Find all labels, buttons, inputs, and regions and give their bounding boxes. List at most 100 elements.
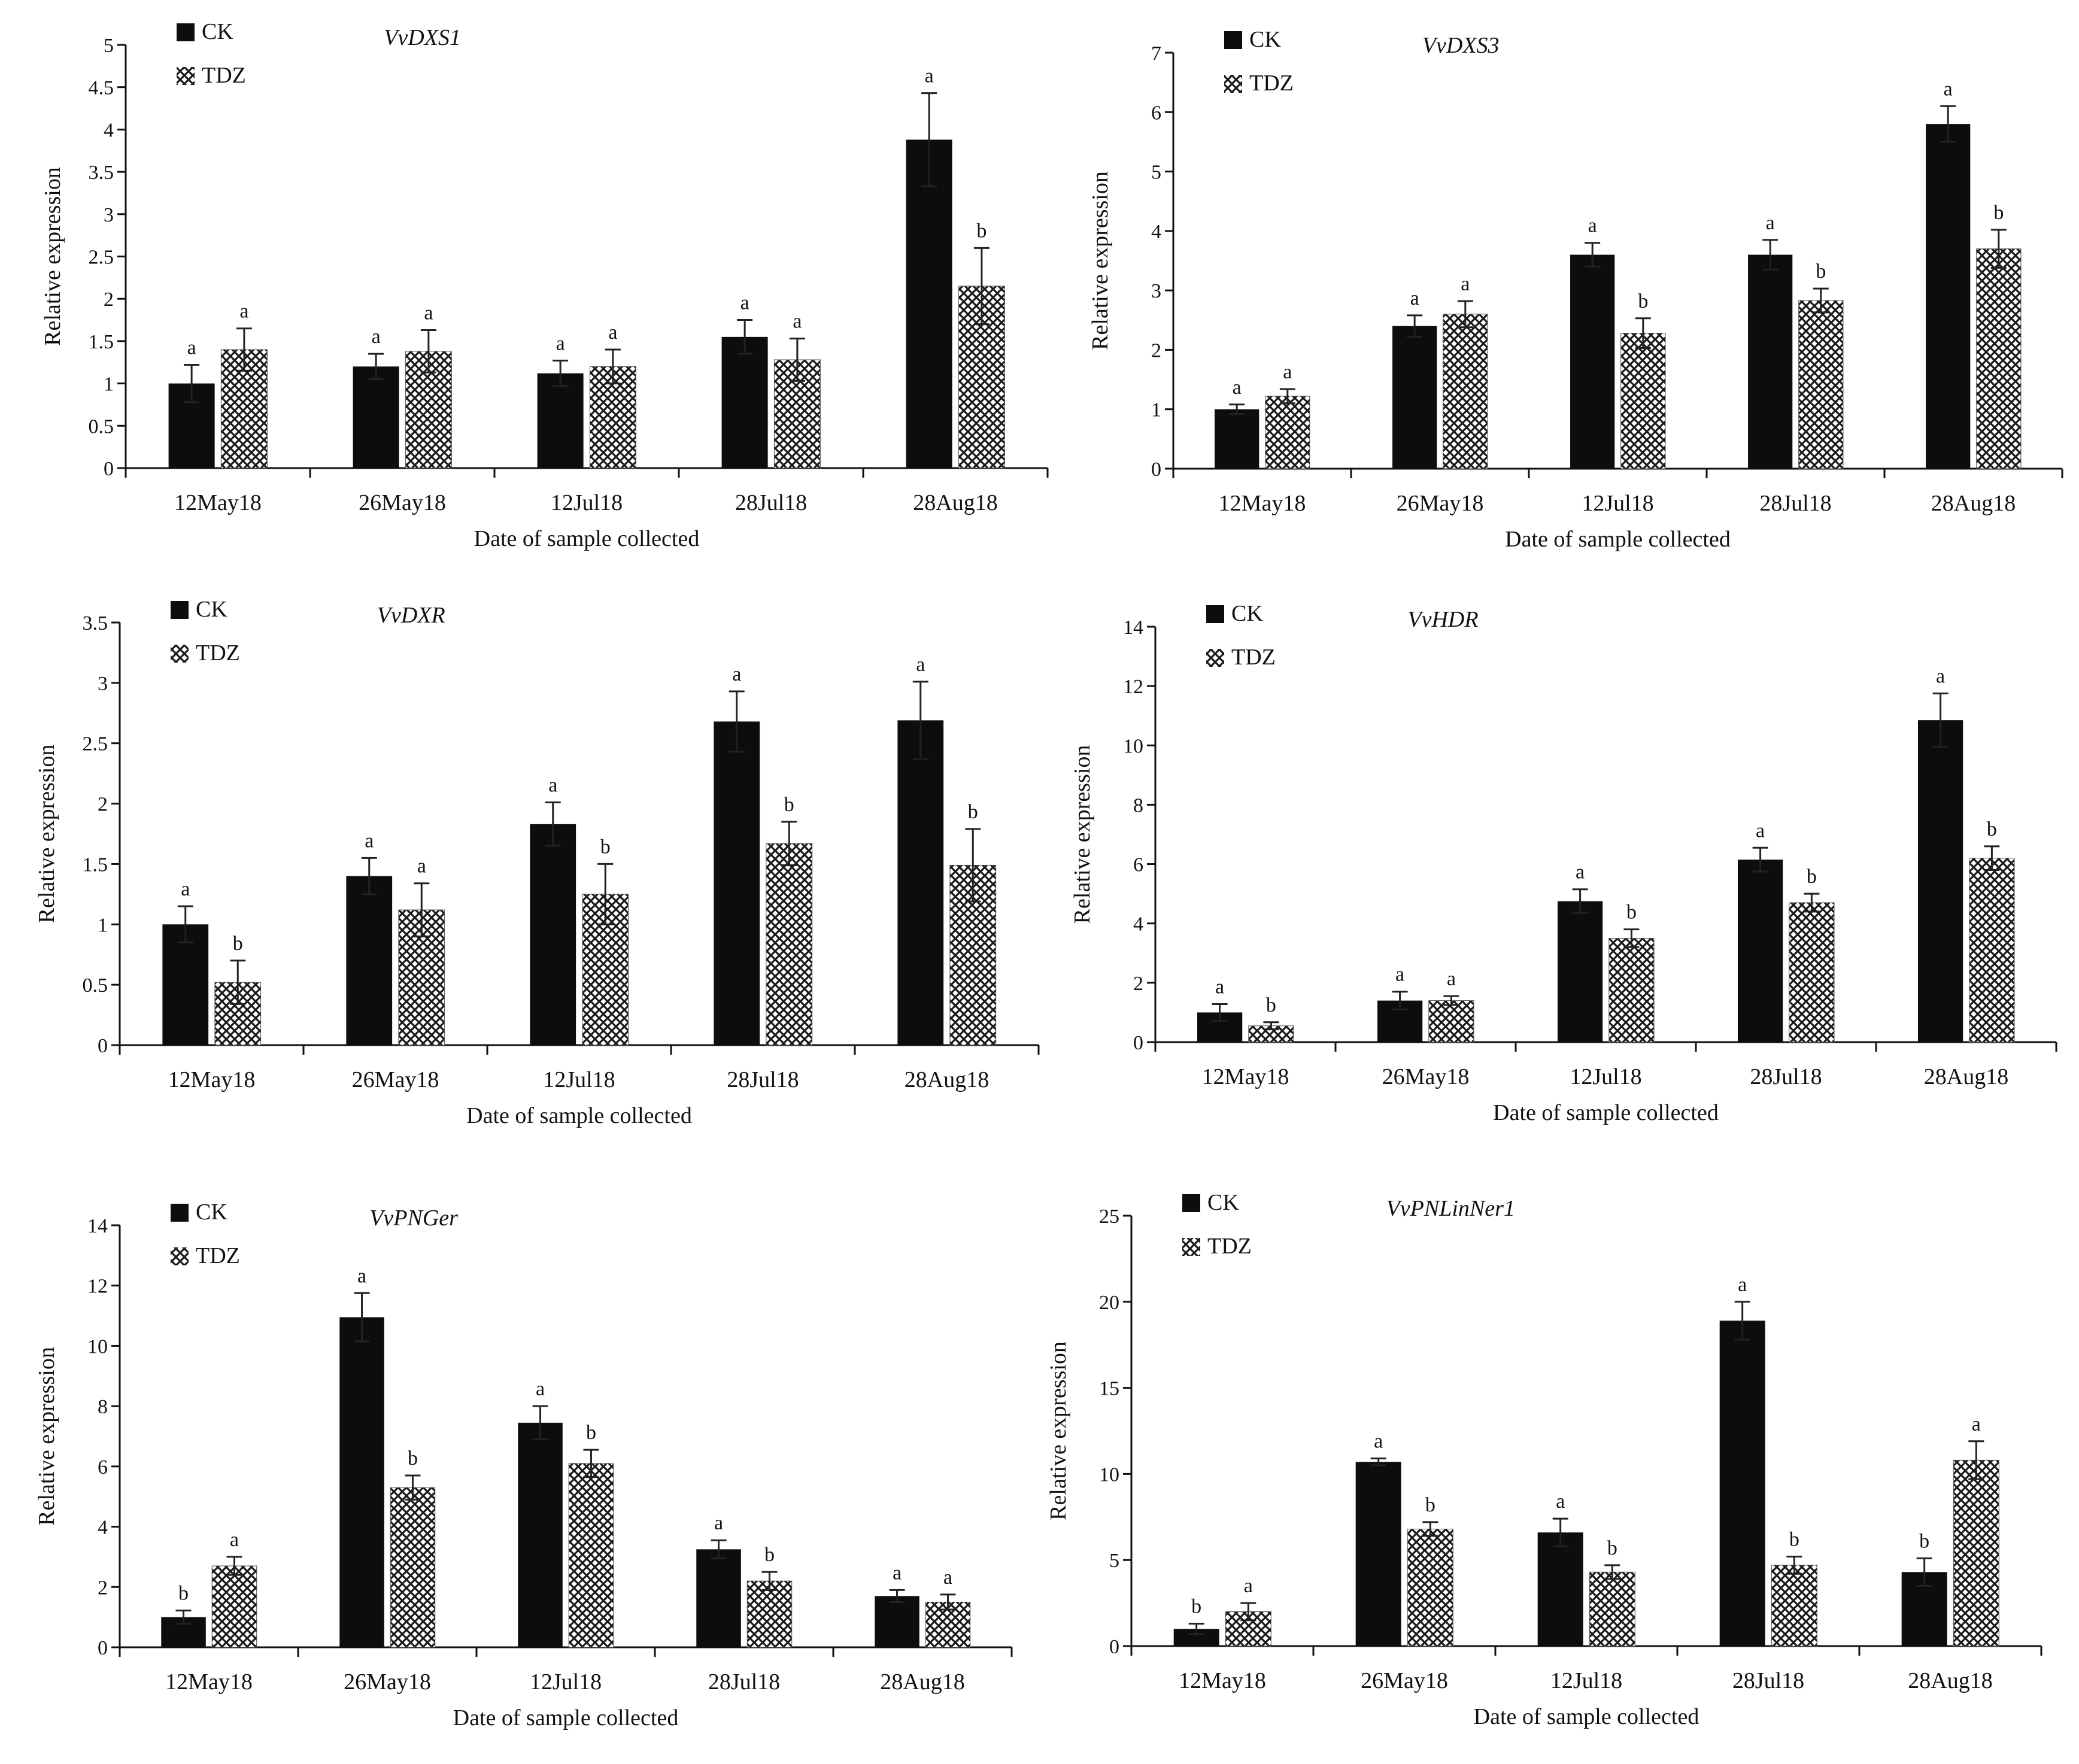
tdz-bar-26May18 — [390, 1487, 436, 1648]
y-tick-label: 2 — [98, 794, 108, 816]
significance-letter: a — [548, 775, 557, 797]
ck-bar-26May18 — [1355, 1462, 1401, 1646]
y-tick-label: 1 — [98, 914, 108, 936]
y-tick-label: 4 — [104, 119, 114, 141]
x-tick-label: 28Jul18 — [727, 1067, 799, 1092]
tdz-bar-12Jul18 — [1589, 1571, 1635, 1647]
significance-letter: a — [417, 855, 426, 878]
x-tick-label: 26May18 — [1382, 1064, 1470, 1089]
ck-bar-26May18 — [346, 876, 393, 1045]
x-tick-label: 12Jul18 — [1550, 1668, 1622, 1693]
tdz-bar-12May18 — [1265, 396, 1310, 469]
legend-tdz-swatch — [1206, 649, 1224, 667]
y-tick-label: 0 — [1151, 459, 1161, 481]
significance-letter: a — [1410, 287, 1419, 309]
legend-ck-label: CK — [196, 1200, 227, 1225]
y-tick-label: 12 — [87, 1276, 108, 1298]
y-tick-label: 1 — [1151, 399, 1161, 421]
legend-ck-swatch — [171, 1204, 189, 1222]
chart-title: VvDXR — [377, 603, 445, 628]
y-tick-label: 0 — [104, 458, 114, 480]
legend-ck-swatch — [177, 23, 195, 41]
x-tick-label: 26May18 — [359, 490, 446, 515]
significance-letter: a — [1461, 273, 1470, 295]
significance-letter: a — [372, 326, 381, 348]
y-tick-label: 4 — [98, 1517, 108, 1539]
legend-tdz-swatch — [171, 1247, 189, 1265]
x-tick-label: 26May18 — [344, 1669, 431, 1695]
ck-bar-28Aug18 — [906, 139, 952, 469]
legend-tdz-label: TDZ — [1207, 1234, 1252, 1259]
y-axis-title: Relative expression — [1070, 745, 1095, 924]
tdz-bar-26May18 — [1443, 314, 1488, 469]
y-tick-label: 6 — [1133, 854, 1143, 876]
chart-vvpnger: 0 2 4 6 8 10 12 14 12May18 26May18 12Jul18 28Jul18 2… — [34, 1200, 1013, 1730]
legend-ck-label: CK — [1231, 601, 1263, 626]
y-tick-label: 2 — [104, 289, 114, 311]
x-tick-label: 28Jul18 — [1750, 1064, 1822, 1089]
x-tick-label: 12May18 — [1219, 491, 1306, 516]
significance-letter: a — [916, 654, 925, 676]
y-tick-label: 20 — [1099, 1292, 1119, 1314]
x-tick-label: 28Aug18 — [1908, 1668, 1992, 1693]
significance-letter: a — [793, 311, 802, 333]
ck-bar-28Jul18 — [1719, 1320, 1765, 1646]
ck-bar-26May18 — [339, 1317, 384, 1647]
ck-bar-12Jul18 — [530, 824, 576, 1045]
x-axis-title: Date of sample collected — [474, 526, 700, 551]
tdz-bar-28Jul18 — [746, 1580, 793, 1648]
y-tick-label: 2 — [98, 1577, 108, 1599]
ck-bar-12Jul18 — [1557, 901, 1603, 1042]
y-tick-label: 5 — [1151, 162, 1161, 184]
legend-tdz-swatch — [177, 67, 195, 85]
legend-ck-label: CK — [1207, 1190, 1239, 1215]
x-axis-title: Date of sample collected — [1493, 1100, 1719, 1125]
significance-letter: a — [187, 336, 196, 359]
significance-letter: a — [181, 878, 190, 900]
significance-letter: b — [600, 836, 611, 858]
y-tick-label: 0 — [1133, 1032, 1143, 1054]
tdz-bar-28Jul18 — [1789, 902, 1835, 1043]
legend-tdz-label: TDZ — [1231, 645, 1276, 670]
significance-letter: b — [1638, 290, 1648, 312]
ck-bar-28Jul18 — [1748, 254, 1793, 469]
significance-letter: b — [784, 794, 794, 816]
significance-letter: a — [1588, 215, 1597, 237]
x-tick-label: 12May18 — [1202, 1064, 1289, 1089]
significance-letter: a — [943, 1566, 952, 1589]
legend-tdz-label: TDZ — [196, 1243, 240, 1268]
y-tick-label: 2.5 — [83, 733, 108, 755]
y-tick-label: 0 — [1109, 1636, 1119, 1658]
ck-bar-28Aug18 — [875, 1596, 919, 1647]
significance-letter: a — [1556, 1490, 1565, 1513]
significance-letter: a — [740, 292, 749, 314]
significance-letter: b — [1425, 1494, 1435, 1516]
ck-bar-12Jul18 — [1537, 1532, 1583, 1646]
x-tick-label: 26May18 — [1361, 1668, 1448, 1693]
x-tick-label: 28Jul18 — [1732, 1668, 1804, 1693]
significance-letter: a — [925, 65, 934, 87]
legend-tdz-label: TDZ — [1249, 71, 1294, 96]
chart-title: VvDXS3 — [1422, 33, 1500, 58]
y-tick-label: 3 — [98, 673, 108, 695]
ck-bar-12Jul18 — [518, 1422, 563, 1647]
significance-letter: b — [968, 801, 978, 823]
chart-vvpnlinner1: 0 5 10 15 20 25 12May18 26May18 12Jul18 28Jul18 28… — [1046, 1190, 2042, 1729]
x-tick-label: 28Aug18 — [913, 490, 997, 515]
y-tick-label: 4 — [1151, 221, 1161, 243]
legend-tdz-swatch — [171, 645, 189, 663]
legend-ck-swatch — [1182, 1194, 1200, 1212]
significance-letter: a — [1395, 964, 1404, 986]
legend-ck-label: CK — [196, 597, 227, 622]
y-tick-label: 10 — [87, 1335, 108, 1358]
chart-title: VvDXS1 — [384, 25, 461, 50]
tdz-bar-28Jul18 — [1771, 1565, 1817, 1647]
legend-tdz-label: TDZ — [202, 63, 246, 88]
significance-letter: b — [1987, 818, 1997, 840]
significance-letter: a — [239, 300, 248, 323]
x-tick-label: 26May18 — [352, 1067, 439, 1092]
tdz-bar-28Aug18 — [1976, 248, 2022, 469]
y-tick-label: 1 — [104, 374, 114, 396]
y-tick-label: 3 — [104, 204, 114, 226]
